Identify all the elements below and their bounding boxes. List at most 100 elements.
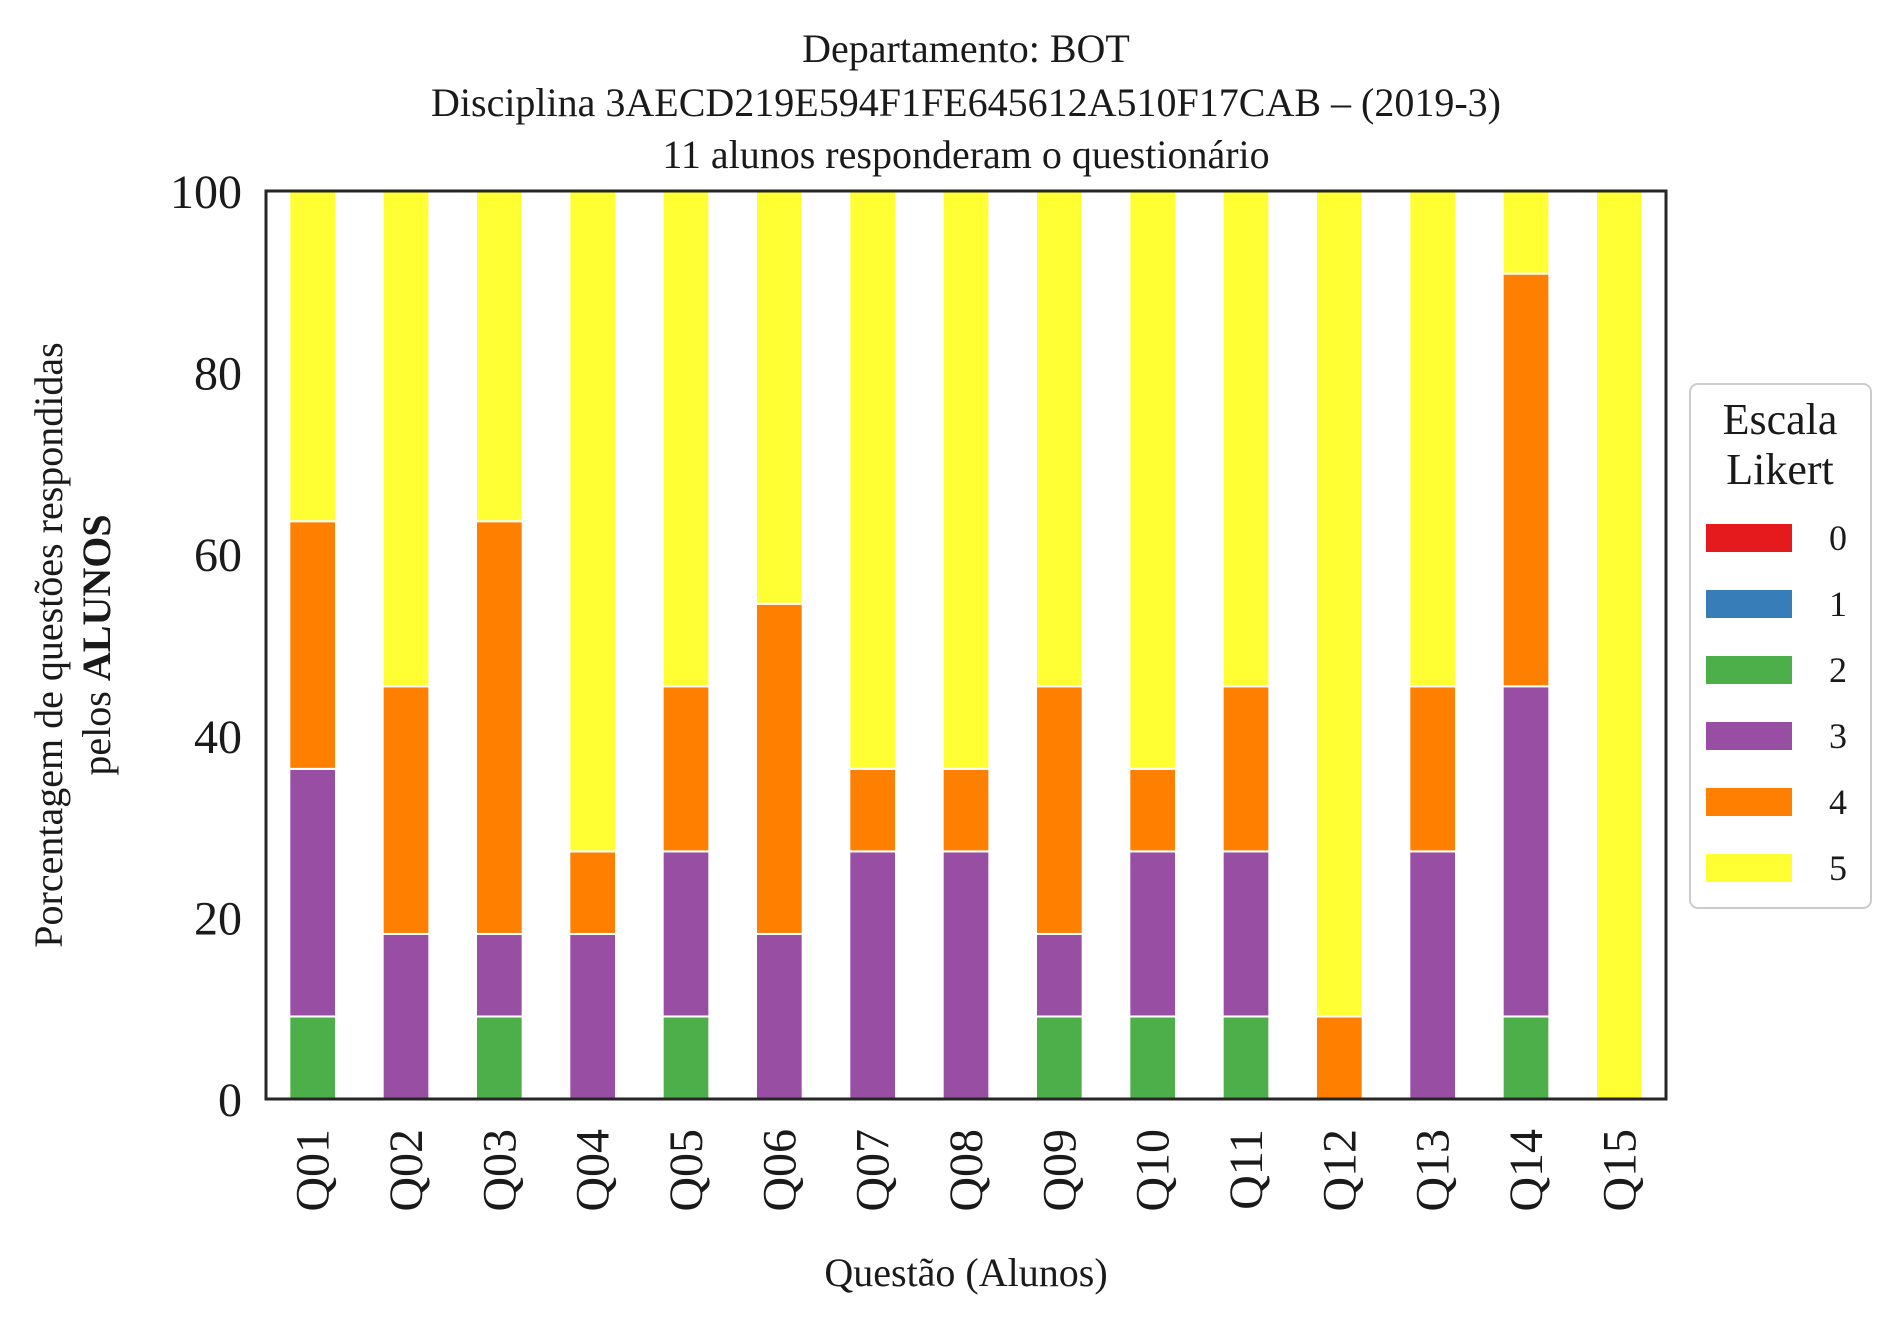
bar-stacks	[288, 190, 1644, 1101]
x-axis-label: Questão (Alunos)	[824, 1250, 1107, 1295]
bar-segment-q09-level-2	[1035, 1015, 1084, 1101]
y-tick-label: 100	[170, 166, 242, 219]
bar-segment-q12-level-5	[1315, 190, 1364, 1018]
bar-segment-q11-level-2	[1221, 1015, 1271, 1101]
x-tick-label: Q09	[1033, 1129, 1086, 1212]
legend-swatch-level-1	[1706, 590, 1792, 618]
y-axis-label-prefix: pelos	[74, 681, 119, 775]
legend-swatch-level-3	[1706, 722, 1792, 750]
bar-segment-q01-level-4	[288, 520, 337, 770]
y-tick-label: 20	[194, 892, 242, 945]
bar-segment-q14-level-4	[1501, 272, 1551, 688]
bar-segment-q05-level-3	[661, 850, 711, 1018]
bar-segment-q08-level-3	[941, 850, 991, 1101]
legend-label-level-0: 0	[1829, 518, 1847, 558]
y-axis-label-line-2: pelos ALUNOS	[74, 514, 119, 775]
bar-segment-q09-level-4	[1035, 685, 1084, 935]
bar-segment-q03-level-5	[475, 190, 524, 523]
legend-swatch-level-2	[1706, 656, 1792, 684]
legend-title-line-2: Likert	[1726, 445, 1834, 494]
bar-segment-q02-level-3	[381, 932, 431, 1100]
bar-segment-q11-level-5	[1221, 190, 1271, 688]
y-axis-label: Porcentagem de questões respondidas pelo…	[26, 342, 119, 947]
bar-segment-q04-level-5	[568, 190, 618, 853]
y-tick-label: 40	[194, 711, 242, 764]
legend-label-level-4: 4	[1829, 782, 1847, 822]
x-tick-label: Q15	[1593, 1129, 1646, 1212]
legend: Escala Likert 0 1 2 3 4 5	[1689, 383, 1872, 909]
bar-segment-q06-level-3	[755, 932, 804, 1100]
legend-items: 0 1 2 3 4 5	[1706, 518, 1847, 888]
x-tick-label: Q11	[1220, 1129, 1273, 1210]
plot-area-frame	[264, 189, 1668, 1101]
bar-segment-q14-level-2	[1501, 1015, 1551, 1101]
bar-segment-q12-level-4	[1315, 1015, 1364, 1101]
legend-label-level-2: 2	[1829, 650, 1847, 690]
x-tick-label: Q14	[1500, 1129, 1553, 1212]
x-tick-label: Q12	[1313, 1129, 1366, 1212]
bar-segment-q02-level-5	[381, 190, 431, 688]
bar-segment-q07-level-3	[848, 850, 898, 1101]
x-axis-ticks: Q01 Q02 Q03 Q04 Q05 Q06 Q07 Q08 Q09 Q10 Q11 Q12 Q13 Q…	[287, 1129, 1647, 1212]
bar-segment-q02-level-4	[381, 685, 431, 935]
legend-label-level-1: 1	[1829, 584, 1847, 624]
x-tick-label: Q04	[567, 1129, 620, 1212]
bar-segment-q08-level-5	[941, 190, 991, 770]
bar-segment-q09-level-5	[1035, 190, 1084, 688]
legend-box	[1689, 383, 1872, 909]
bar-segment-q10-level-3	[1128, 850, 1177, 1018]
bar-segment-q14-level-5	[1501, 190, 1551, 275]
bar-segment-q05-level-5	[661, 190, 711, 688]
y-axis-label-line-1: Porcentagem de questões respondidas	[26, 342, 71, 947]
x-tick-label: Q03	[473, 1129, 526, 1212]
x-tick-label: Q06	[753, 1129, 806, 1212]
x-tick-label: Q07	[847, 1129, 900, 1212]
legend-swatch-level-5	[1706, 854, 1792, 882]
bar-segment-q13-level-3	[1408, 850, 1457, 1101]
bar-segment-q14-level-3	[1501, 685, 1551, 1018]
chart-title-line-3: 11 alunos responderam o questionário	[662, 132, 1269, 177]
bar-segment-q05-level-2	[661, 1015, 711, 1101]
legend-label-level-3: 3	[1829, 716, 1847, 756]
legend-swatch-level-4	[1706, 788, 1792, 816]
bar-segment-q01-level-3	[288, 767, 337, 1018]
bar-segment-q01-level-5	[288, 190, 337, 523]
bar-segment-q03-level-2	[475, 1015, 524, 1101]
bar-segment-q04-level-4	[568, 850, 618, 935]
y-tick-label: 80	[194, 348, 242, 401]
x-tick-label: Q08	[940, 1129, 993, 1212]
bar-segment-q11-level-3	[1221, 850, 1271, 1018]
y-tick-label: 60	[194, 529, 242, 582]
bar-segment-q06-level-5	[755, 190, 804, 605]
y-tick-label: 0	[218, 1074, 242, 1127]
bar-segment-q10-level-2	[1128, 1015, 1177, 1101]
bar-segment-q13-level-5	[1408, 190, 1457, 688]
bar-segment-q07-level-5	[848, 190, 898, 770]
chart-title-line-2: Disciplina 3AECD219E594F1FE645612A510F17…	[431, 80, 1501, 125]
legend-label-level-5: 5	[1829, 848, 1847, 888]
bar-segment-q01-level-2	[288, 1015, 337, 1101]
bar-segment-q10-level-4	[1128, 767, 1177, 853]
chart-title: Departamento: BOT Disciplina 3AECD219E59…	[431, 26, 1501, 177]
bar-segment-q05-level-4	[661, 685, 711, 853]
x-tick-label: Q05	[660, 1129, 713, 1212]
bar-segment-q15-level-5	[1595, 190, 1644, 1100]
x-tick-label: Q01	[287, 1129, 340, 1212]
bar-segment-q08-level-4	[941, 767, 991, 853]
bar-segment-q09-level-3	[1035, 932, 1084, 1018]
legend-swatch-level-0	[1706, 524, 1792, 552]
x-tick-label: Q10	[1127, 1129, 1180, 1212]
x-tick-label: Q02	[380, 1129, 433, 1212]
bar-segment-q10-level-5	[1128, 190, 1177, 770]
bar-segment-q03-level-3	[475, 932, 524, 1018]
x-tick-label: Q13	[1407, 1129, 1460, 1212]
bar-segment-q11-level-4	[1221, 685, 1271, 853]
bar-segment-q07-level-4	[848, 767, 898, 853]
y-axis-ticks: 0 20 40 60 80 100	[170, 166, 242, 1127]
legend-title-line-1: Escala	[1723, 395, 1838, 444]
chart-title-line-1: Departamento: BOT	[802, 26, 1130, 71]
bar-segment-q04-level-3	[568, 932, 618, 1100]
y-axis-label-bold: ALUNOS	[74, 514, 119, 681]
bar-segment-q03-level-4	[475, 520, 524, 935]
